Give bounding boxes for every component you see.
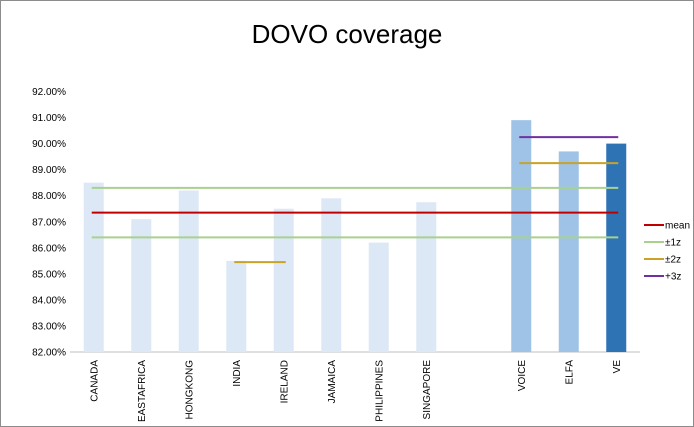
- legend-label: +3z: [665, 272, 681, 283]
- y-tick-label: 85.00%: [32, 269, 66, 280]
- x-tick-label: EASTAFRICA: [137, 360, 148, 422]
- bar: [83, 182, 104, 352]
- bar: [178, 190, 199, 352]
- y-tick-label: 91.00%: [32, 113, 66, 124]
- bar: [368, 242, 389, 352]
- y-tick-label: 84.00%: [32, 295, 66, 306]
- x-tick-label: CANADA: [89, 360, 100, 402]
- x-tick-label: SINGAPORE: [422, 360, 433, 420]
- x-tick-label: INDIA: [232, 360, 243, 387]
- bar: [131, 219, 152, 352]
- y-tick-label: 92.00%: [32, 87, 66, 98]
- bar: [558, 151, 579, 352]
- y-tick-label: 90.00%: [32, 139, 66, 150]
- y-tick-label: 86.00%: [32, 243, 66, 254]
- legend-label: ±2z: [665, 255, 681, 266]
- bar: [226, 260, 247, 352]
- y-tick-label: 82.00%: [32, 348, 66, 359]
- chart-title: DOVO coverage: [251, 19, 443, 49]
- bar: [321, 198, 342, 352]
- bar: [511, 120, 532, 352]
- x-tick-label: JAMAICA: [327, 360, 338, 404]
- x-tick-label: HONGKONG: [184, 360, 195, 420]
- y-tick-label: 88.00%: [32, 191, 66, 202]
- bar: [606, 143, 627, 352]
- bar: [416, 202, 437, 352]
- y-tick-label: 83.00%: [32, 321, 66, 332]
- x-tick-label: VE: [612, 360, 623, 374]
- legend-label: ±1z: [665, 238, 681, 249]
- bar: [273, 208, 294, 352]
- x-tick-label: ELFA: [564, 360, 575, 385]
- y-tick-label: 87.00%: [32, 217, 66, 228]
- x-tick-label: VOICE: [517, 360, 528, 391]
- legend-label: mean: [665, 221, 690, 232]
- x-tick-label: PHILIPPINES: [374, 360, 385, 422]
- y-tick-label: 89.00%: [32, 165, 66, 176]
- x-tick-label: IRELAND: [279, 360, 290, 403]
